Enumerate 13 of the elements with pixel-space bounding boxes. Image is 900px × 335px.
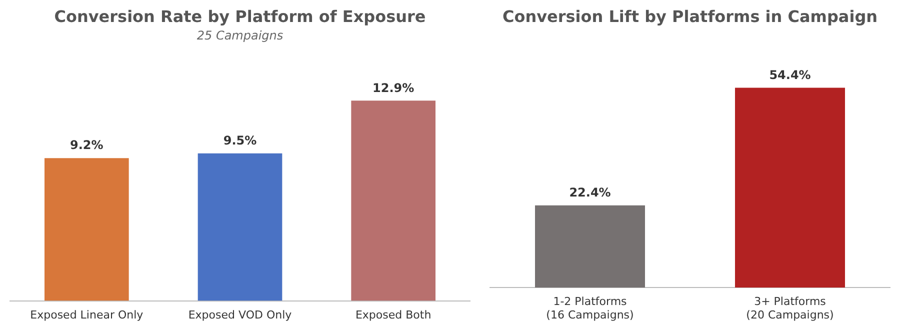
x-tick-label: Exposed VOD Only [188,308,292,322]
data-label: 12.9% [372,80,414,95]
data-label: 9.2% [70,138,104,152]
chart-subtitle: 25 Campaigns [196,28,284,43]
data-label: 22.4% [569,185,611,200]
x-tick-label: Exposed Linear Only [30,308,144,322]
x-tick-label: 1-2 Platforms (16 Campaigns) [546,295,634,322]
chart-title: Conversion Rate by Platform of Exposure [54,6,426,26]
x-tick-label: 3+ Platforms (20 Campaigns) [746,295,834,322]
data-label: 9.5% [223,134,257,148]
x-tick-label: Exposed Both [355,308,432,322]
data-label: 54.4% [769,68,811,82]
chart-title: Conversion Lift by Platforms in Campaign [502,6,878,26]
